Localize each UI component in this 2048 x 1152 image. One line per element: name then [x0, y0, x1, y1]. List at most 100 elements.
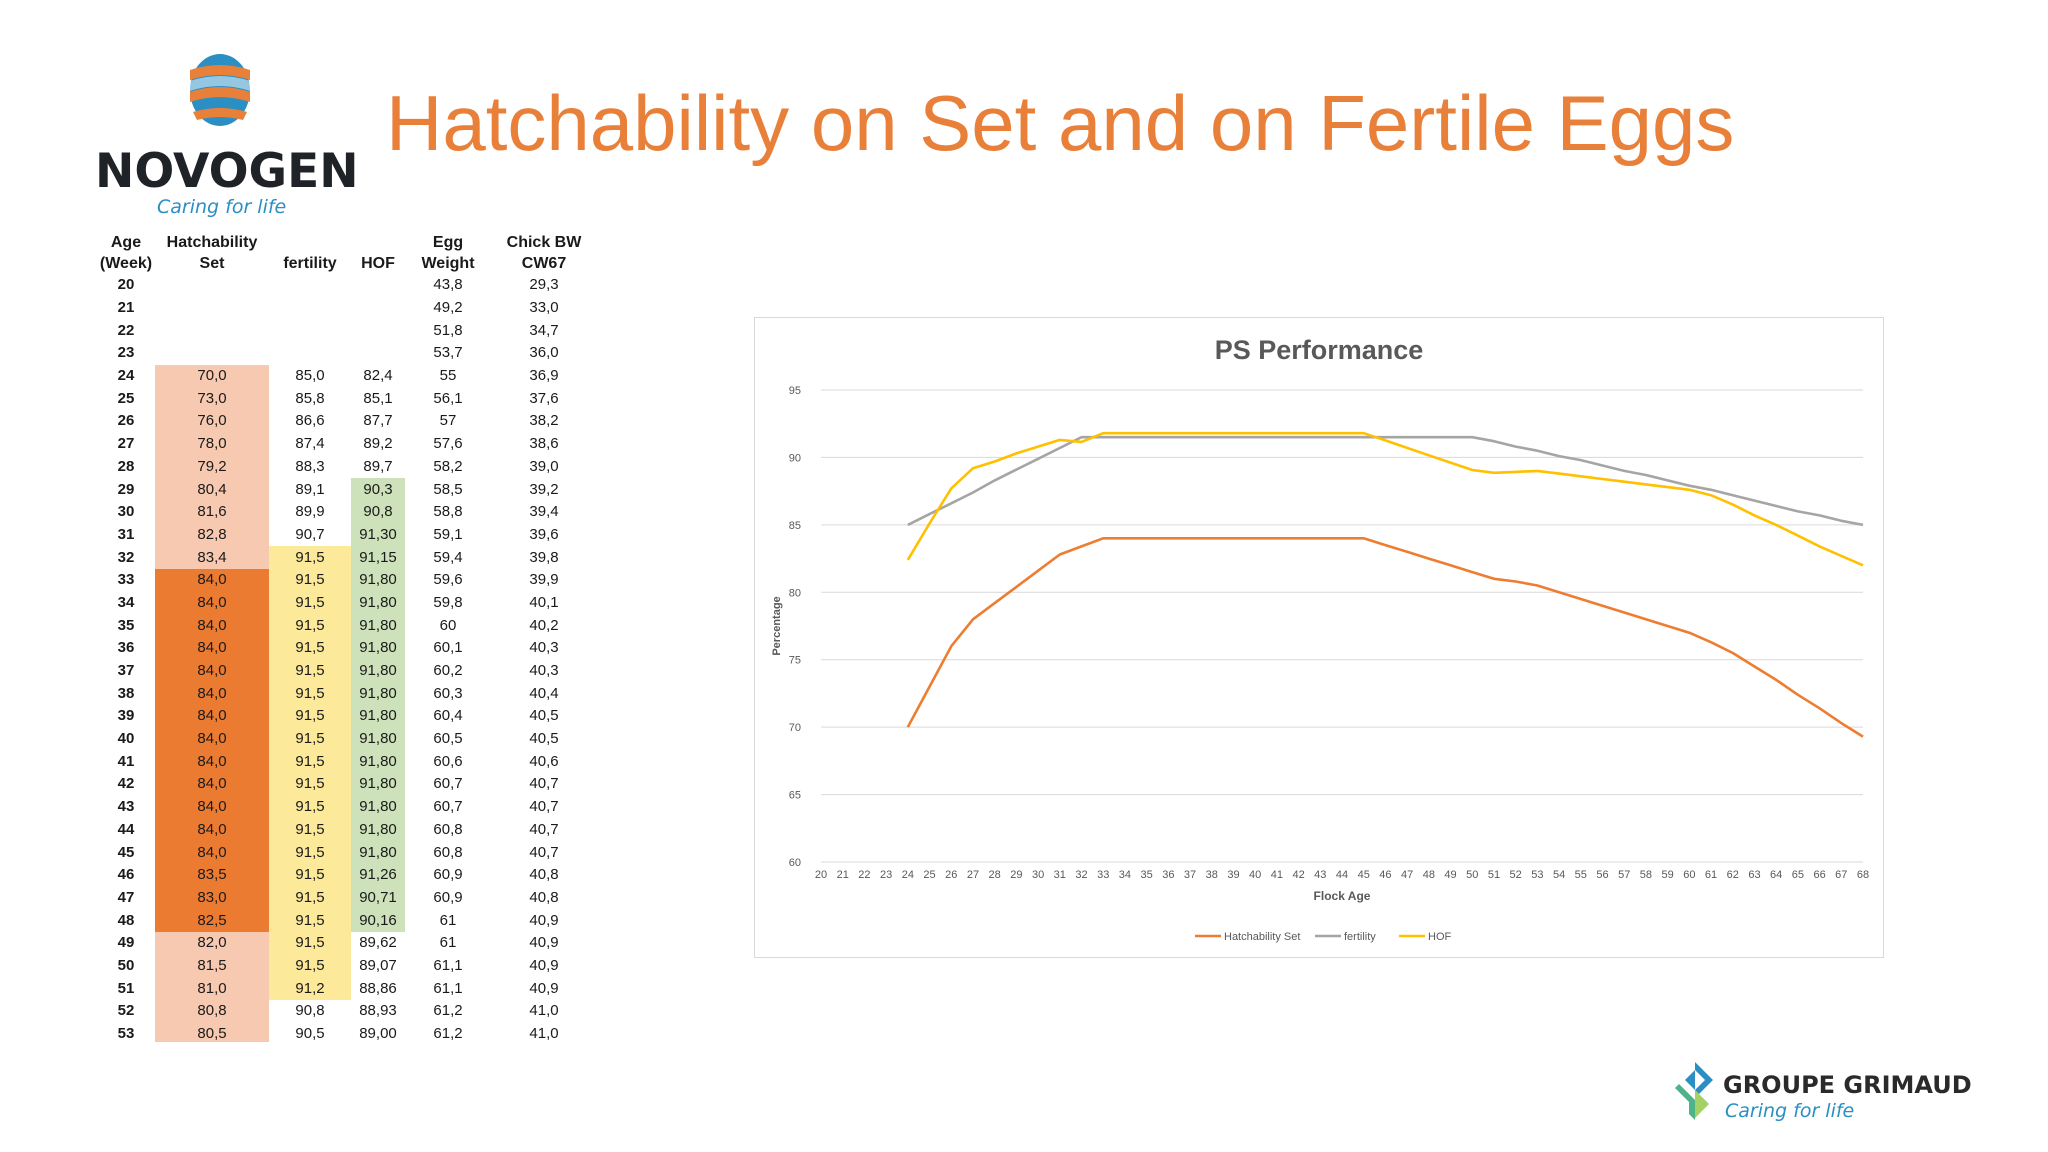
x-tick-label: 57 [1618, 869, 1630, 881]
cell-hof: 90,3 [351, 478, 405, 501]
cell-egg-weight: 59,4 [433, 548, 463, 566]
cell-age: 36 [117, 639, 135, 657]
cell-hatchability-set [155, 297, 269, 320]
cell-fertility: 90,7 [295, 525, 325, 543]
cell-hof [351, 319, 405, 342]
table-container: Age (Week) Hatchability Set fertility HOF … [0, 0, 700, 1042]
cell-egg-weight: 58,5 [433, 480, 463, 498]
y-tick-label: 65 [789, 790, 801, 802]
cell-hof: 91,30 [351, 523, 405, 547]
x-tick-label: 36 [1162, 869, 1174, 881]
cell-fertility [269, 342, 351, 365]
y-tick-label: 75 [789, 655, 801, 667]
x-tick-label: 42 [1292, 869, 1304, 881]
cell-chick-bw: 40,7 [529, 798, 559, 816]
cell-fertility: 91,5 [269, 614, 351, 637]
series-line-hatchability-set [906, 537, 1864, 738]
cell-egg-weight: 60,7 [433, 775, 463, 793]
cell-hatchability-set: 84,0 [155, 750, 269, 774]
x-tick-label: 56 [1596, 869, 1608, 881]
cell-hof: 91,80 [351, 637, 405, 660]
cell-chick-bw: 40,9 [529, 956, 559, 974]
table-row: 51 81,0 91,2 88,86 61,1 40,9 [97, 977, 597, 1000]
slide-title: Hatchability on Set and on Fertile Eggs [386, 79, 1735, 167]
header-chick-bw: Chick BW CW67 [506, 234, 582, 272]
x-tick-label: 66 [1813, 869, 1825, 881]
cell-hof: 91,15 [351, 546, 405, 569]
cell-hatchability-set [155, 319, 269, 342]
header-age: Age (Week) [99, 234, 153, 272]
brand-name: NOVOGEN [95, 144, 359, 199]
cell-hatchability-set: 84,0 [155, 795, 269, 819]
cell-age: 23 [117, 344, 135, 362]
cell-egg-weight: 51,8 [433, 321, 463, 339]
cell-hof: 91,80 [351, 795, 405, 819]
x-tick-label: 65 [1792, 869, 1804, 881]
x-tick-label: 51 [1488, 869, 1500, 881]
cell-hof: 91,80 [351, 591, 405, 615]
cell-fertility: 91,5 [269, 682, 351, 706]
cell-chick-bw: 39,2 [529, 480, 559, 498]
cell-age: 45 [117, 843, 135, 861]
cell-hatchability-set: 80,5 [155, 1022, 269, 1042]
cell-egg-weight: 59,1 [433, 525, 463, 543]
cell-age: 52 [117, 1002, 135, 1020]
cell-hof: 91,80 [351, 568, 405, 592]
cell-chick-bw: 36,9 [529, 367, 559, 385]
table-header-row: Age (Week) Hatchability Set fertility HOF … [97, 232, 597, 274]
cell-age: 22 [117, 321, 135, 339]
cell-chick-bw: 33,0 [529, 299, 559, 317]
cell-egg-weight: 61,1 [433, 979, 463, 997]
cell-egg-weight: 60,4 [433, 707, 463, 725]
cell-hof [351, 342, 405, 365]
cell-chick-bw: 40,9 [529, 979, 559, 997]
cell-fertility: 89,9 [295, 503, 325, 521]
cell-hatchability-set: 84,0 [155, 637, 269, 660]
table-row: 38 84,0 91,5 91,80 60,3 40,4 [97, 682, 597, 706]
cell-chick-bw: 40,9 [529, 911, 559, 929]
legend-label: HOF [1428, 931, 1452, 943]
cell-egg-weight: 57,6 [433, 435, 463, 453]
cell-hatchability-set: 84,0 [155, 727, 269, 751]
cell-age: 53 [117, 1025, 135, 1042]
cell-chick-bw: 40,6 [529, 752, 559, 770]
y-tick-label: 60 [789, 857, 801, 869]
table-row: 30 81,6 89,9 90,8 58,8 39,4 [97, 500, 597, 524]
table-row: 37 84,0 91,5 91,80 60,2 40,3 [97, 659, 597, 683]
x-tick-label: 21 [837, 869, 849, 881]
x-tick-label: 40 [1249, 869, 1261, 881]
x-tick-label: 44 [1336, 869, 1348, 881]
cell-hatchability-set: 84,0 [155, 614, 269, 637]
cell-fertility: 90,5 [295, 1025, 325, 1042]
x-tick-label: 50 [1466, 869, 1478, 881]
cell-hatchability-set: 83,4 [155, 546, 269, 569]
table-row: 45 84,0 91,5 91,80 60,8 40,7 [97, 841, 597, 864]
x-tick-label: 49 [1444, 869, 1456, 881]
x-tick-label: 39 [1227, 869, 1239, 881]
table-row: 36 84,0 91,5 91,80 60,1 40,3 [97, 637, 597, 660]
cell-hof [351, 297, 405, 320]
x-tick-label: 35 [1141, 869, 1153, 881]
table-row: 47 83,0 91,5 90,71 60,9 40,8 [97, 886, 597, 910]
cell-hof: 91,80 [351, 659, 405, 683]
table-row: 27 78,0 87,4 89,2 57,6 38,6 [97, 432, 597, 456]
cell-age: 37 [117, 662, 135, 680]
x-tick-label: 29 [1010, 869, 1022, 881]
table-row: 33 84,0 91,5 91,80 59,6 39,9 [97, 568, 597, 592]
cell-hatchability-set: 81,5 [155, 954, 269, 978]
cell-chick-bw: 36,0 [529, 344, 559, 362]
x-tick-label: 64 [1770, 869, 1782, 881]
cell-chick-bw: 40,3 [529, 639, 559, 657]
cell-chick-bw: 40,8 [529, 866, 559, 884]
cell-fertility: 91,5 [269, 841, 351, 864]
cell-chick-bw: 40,3 [529, 662, 559, 680]
table-row: 22 51,8 34,7 [97, 319, 597, 342]
cell-fertility: 91,5 [269, 727, 351, 751]
cell-fertility: 89,1 [295, 480, 325, 498]
x-tick-label: 58 [1640, 869, 1652, 881]
brand-tagline: Caring for life [157, 196, 287, 218]
table-row: 40 84,0 91,5 91,80 60,5 40,5 [97, 727, 597, 751]
cell-egg-weight: 60,5 [433, 730, 463, 748]
cell-fertility [269, 319, 351, 342]
cell-hof: 88,86 [359, 979, 397, 997]
